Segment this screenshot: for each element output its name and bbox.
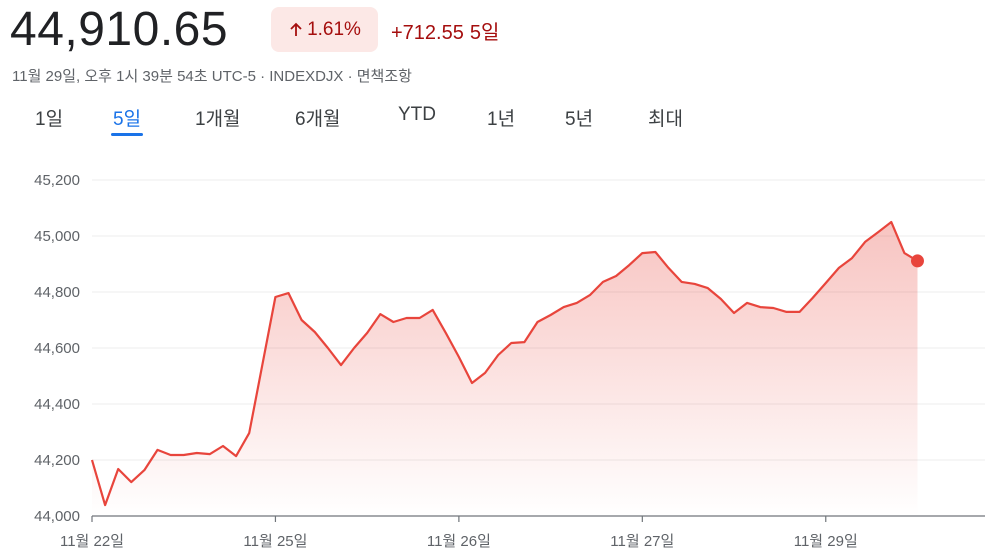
range-tab[interactable]: 5일 xyxy=(110,104,144,136)
price: 44,910.65 xyxy=(10,3,229,56)
y-tick-label: 44,800 xyxy=(34,284,80,301)
range-tab[interactable]: 1개월 xyxy=(195,109,241,130)
range-tab[interactable]: 1일 xyxy=(35,109,64,130)
up-arrow-icon xyxy=(290,22,302,36)
y-tick-label: 44,200 xyxy=(34,452,80,469)
range-tab[interactable]: 5년 xyxy=(565,109,594,130)
x-tick-label: 11월 25일 xyxy=(243,533,307,550)
y-tick-label: 44,400 xyxy=(34,396,80,413)
y-tick-label: 44,000 xyxy=(34,508,80,525)
subtitle: 11월 29일, 오후 1시 39분 54초 UTC-5 · INDEXDJX … xyxy=(12,68,412,85)
x-tick-label: 11월 27일 xyxy=(610,533,674,550)
x-tick-label: 11월 29일 xyxy=(794,533,858,550)
range-tabs: 1일 5일 1개월 6개월 YTD 1년 5년 최대 xyxy=(0,104,990,140)
change-period: 5일 xyxy=(469,22,500,44)
range-tab[interactable]: 6개월 xyxy=(295,109,341,130)
price-line xyxy=(90,220,919,507)
y-tick-label: 45,200 xyxy=(34,172,80,189)
percent-badge: 1.61% xyxy=(271,7,378,52)
y-tick-label: 45,000 xyxy=(34,228,80,245)
y-tick-label: 44,600 xyxy=(34,340,80,357)
range-tab[interactable]: 최대 xyxy=(648,109,683,130)
percent: 1.61% xyxy=(307,18,361,40)
range-tab[interactable]: 1년 xyxy=(487,109,516,130)
change: +712.55 5일 xyxy=(391,16,499,45)
area xyxy=(92,222,918,516)
x-tick-label: 11월 22일 xyxy=(60,533,124,550)
last-point xyxy=(910,254,924,268)
change-value: +712.55 xyxy=(391,22,464,44)
x-tick-label: 11월 26일 xyxy=(427,533,491,550)
range-tab[interactable]: YTD xyxy=(398,104,436,125)
